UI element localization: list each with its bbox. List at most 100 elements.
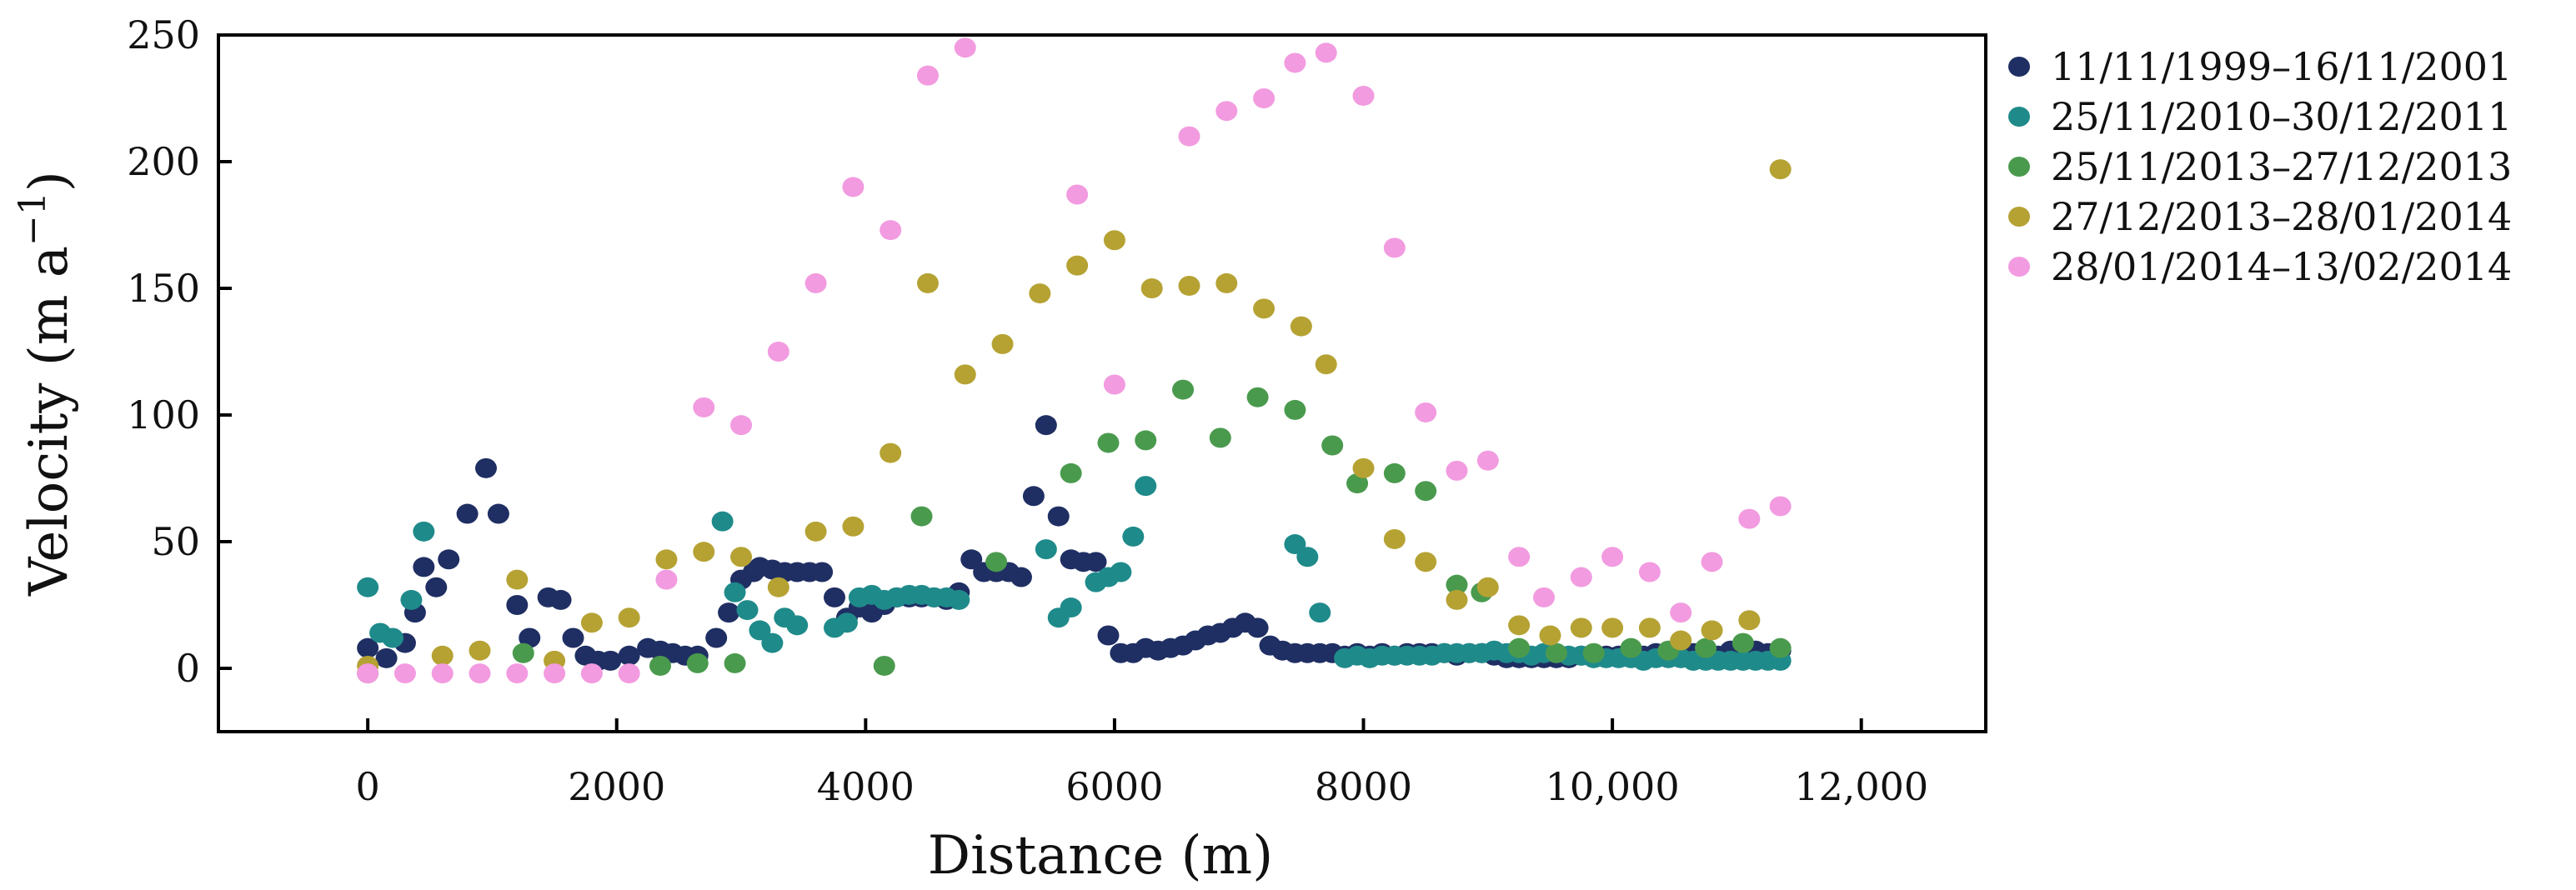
legend: 11/11/1999–16/11/2001 25/11/2010–30/12/20… (2008, 44, 2512, 289)
data-point (469, 640, 491, 661)
data-point (1209, 428, 1231, 448)
data-point (1383, 528, 1406, 549)
data-point (1570, 618, 1592, 638)
data-point (506, 663, 529, 684)
data-point (618, 645, 640, 666)
data-point (730, 415, 753, 436)
data-point (1701, 552, 1723, 572)
data-point (474, 458, 497, 478)
data-point (1508, 638, 1531, 658)
data-point (1284, 534, 1306, 555)
data-point (1253, 88, 1275, 108)
data-point (1066, 255, 1089, 276)
data-point (1383, 238, 1406, 258)
data-point (693, 542, 715, 562)
data-point (880, 220, 902, 241)
legend-marker (2008, 107, 2030, 127)
data-point (375, 648, 398, 668)
data-point (1508, 615, 1531, 636)
data-point (382, 628, 404, 648)
data-point (693, 397, 715, 418)
y-tick-label: 100 (127, 392, 200, 438)
data-point (1732, 632, 1754, 653)
data-point (1066, 184, 1089, 205)
data-point (842, 516, 865, 537)
data-point (357, 663, 379, 684)
data-point (1060, 598, 1082, 618)
data-point (1060, 462, 1082, 483)
data-point (1539, 625, 1561, 646)
data-point (711, 511, 734, 532)
data-point (730, 547, 753, 568)
data-point (916, 65, 939, 86)
data-point (1321, 435, 1344, 456)
data-point (438, 549, 460, 570)
data-point (1383, 462, 1406, 483)
data-point (1290, 316, 1312, 337)
data-point (835, 612, 858, 633)
legend-label: 11/11/1999–16/11/2001 (2051, 44, 2512, 89)
data-point (1738, 610, 1761, 631)
y-axis-title-close: ) (18, 171, 80, 192)
data-point (1172, 379, 1195, 400)
y-tick-label: 0 (176, 646, 200, 691)
data-point (1670, 630, 1692, 651)
data-point (718, 602, 740, 623)
series-3 (357, 379, 1792, 684)
data-point (506, 569, 529, 590)
data-point (1022, 486, 1045, 507)
legend-marker (2008, 207, 2030, 227)
data-point (1570, 567, 1592, 588)
data-point (1110, 562, 1132, 582)
data-point (804, 272, 827, 293)
data-point (1035, 539, 1057, 560)
data-point (1315, 42, 1337, 63)
legend-marker (2008, 257, 2030, 277)
data-point (1415, 552, 1437, 572)
legend-label: 25/11/2013–27/12/2013 (2051, 144, 2512, 189)
data-point (1284, 399, 1306, 420)
data-point (400, 589, 423, 610)
legend-marker (2008, 157, 2030, 177)
data-point (1638, 562, 1661, 582)
data-point (985, 552, 1008, 572)
data-point (618, 663, 640, 684)
data-point (425, 577, 448, 598)
data-point (599, 650, 622, 671)
data-point (686, 652, 709, 673)
data-point (562, 628, 584, 648)
data-point (811, 562, 834, 582)
y-tick-label: 200 (127, 139, 200, 184)
x-tick-label: 12,000 (1794, 764, 1928, 809)
data-point (487, 503, 509, 524)
data-point (1508, 547, 1531, 568)
data-point (1122, 526, 1145, 547)
y-tick-label: 150 (127, 266, 200, 311)
data-point (1415, 402, 1437, 422)
data-point (1010, 567, 1032, 588)
data-point (1103, 230, 1125, 251)
data-point (1246, 618, 1269, 638)
data-point (1638, 618, 1661, 638)
data-point (1769, 159, 1792, 180)
x-tick-label: 6000 (1065, 764, 1163, 809)
x-axis-title: Distance (m) (928, 825, 1273, 887)
series-5 (357, 38, 1792, 684)
data-point (393, 663, 416, 684)
data-point (549, 589, 572, 610)
data-point (413, 557, 435, 578)
data-point (1352, 458, 1375, 478)
data-point (1601, 618, 1624, 638)
data-point (655, 549, 678, 570)
data-point (948, 589, 970, 610)
data-point (1446, 574, 1468, 595)
data-point (1103, 374, 1125, 395)
data-point (873, 655, 895, 676)
data-point (1769, 638, 1792, 658)
data-point (786, 615, 809, 636)
data-points (357, 38, 1792, 684)
data-point (1545, 642, 1567, 663)
data-point (1315, 354, 1337, 375)
data-point (1284, 52, 1306, 73)
